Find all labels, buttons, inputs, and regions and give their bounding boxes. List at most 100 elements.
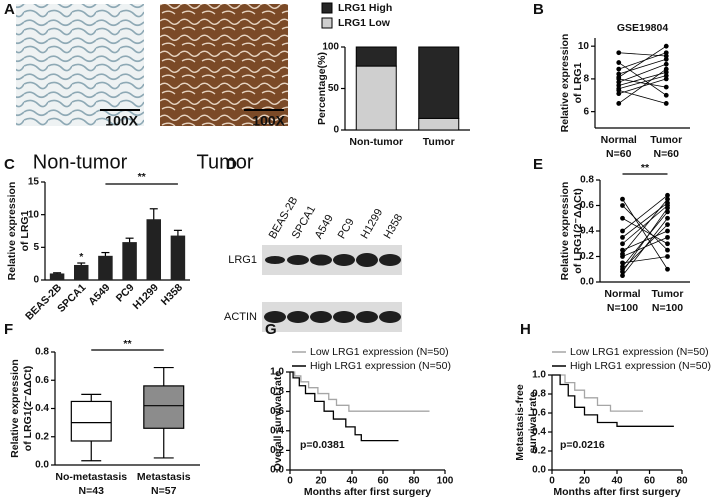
point — [663, 61, 669, 67]
x-axis-label: Months after first surgery — [304, 486, 431, 497]
point — [620, 251, 625, 257]
significance: ** — [138, 171, 147, 183]
pair-line — [618, 75, 667, 90]
y-tick-label: 0.4 — [580, 226, 594, 237]
y-tick-label: 0 — [333, 125, 339, 136]
x-tick-note: N=100 — [607, 302, 638, 314]
point — [616, 50, 622, 56]
point — [620, 260, 625, 266]
y-tick-label: 5 — [33, 242, 39, 253]
y-axis-label: Relative expression — [559, 34, 571, 133]
pair-line — [622, 207, 668, 273]
p-value: p=0.0381 — [300, 439, 345, 451]
point — [620, 264, 625, 270]
legend-label: Low LRG1 expression (N=50) — [310, 346, 449, 358]
pair-line — [618, 63, 667, 83]
pair-line — [622, 205, 668, 245]
y-tick-label: 100 — [322, 42, 339, 53]
y-tick-label: 0.2 — [532, 446, 546, 457]
pair-line — [622, 205, 668, 251]
point — [620, 215, 625, 221]
point — [663, 92, 669, 98]
point — [620, 247, 625, 253]
y-tick-label: 0.6 — [35, 375, 49, 386]
bar — [98, 255, 113, 280]
micrograph — [16, 4, 144, 126]
x-tick-label: Tumor — [650, 134, 682, 146]
row-label: LRG1 — [228, 254, 257, 266]
x-tick-label: 60 — [644, 476, 656, 487]
survival-curve — [290, 371, 430, 412]
y-axis-label: of LRG1(2⁻ΔΔCt) — [572, 188, 584, 273]
micrograph — [160, 4, 288, 126]
panel-a-images: A 100X 100X Non-tumor Tumor — [4, 1, 288, 173]
point — [616, 66, 622, 72]
point — [620, 269, 625, 275]
x-tick-label: 80 — [676, 476, 688, 487]
y-axis-label: survival rate — [527, 391, 539, 453]
point — [620, 228, 625, 234]
bar — [122, 242, 137, 280]
point — [620, 196, 625, 202]
pair-line — [618, 68, 667, 104]
y-tick-label: 0.0 — [532, 465, 546, 476]
point — [663, 66, 669, 72]
point — [665, 215, 670, 221]
pair-line — [618, 58, 667, 75]
y-tick-label: 0.2 — [580, 251, 594, 262]
x-tick-label: Metastasis — [137, 471, 191, 483]
y-axis-label: Relative expression — [6, 182, 18, 281]
pair-line — [618, 78, 667, 88]
point — [616, 83, 622, 88]
y-tick-label: 0.4 — [532, 427, 546, 438]
legend-swatch — [321, 2, 333, 14]
pair-line — [622, 198, 668, 255]
x-tick-note: N=43 — [79, 485, 105, 497]
x-tick-label: 0 — [549, 476, 555, 487]
legend-label: Low LRG1 expression (N=50) — [570, 346, 709, 358]
point — [665, 266, 670, 272]
pair-line — [622, 198, 668, 270]
panel-letter: F — [4, 321, 13, 338]
point — [616, 60, 622, 65]
point — [665, 192, 670, 198]
legend-label: High LRG1 expression (N=50) — [310, 360, 451, 372]
box — [143, 385, 185, 429]
point — [620, 273, 625, 279]
x-tick-note: N=57 — [151, 485, 177, 497]
panel-letter: B — [533, 1, 544, 18]
point — [620, 241, 625, 247]
point — [616, 87, 622, 93]
significance: ** — [641, 162, 650, 174]
y-tick-label: 10 — [578, 41, 590, 52]
p-value: p=0.0216 — [560, 439, 605, 451]
image-label: Tumor — [196, 151, 253, 173]
pair-line — [622, 218, 668, 276]
y-tick-label: 10 — [28, 209, 40, 220]
x-tick-label: H1299 — [130, 281, 160, 311]
legend-label: LRG1 High — [338, 2, 392, 14]
x-tick-label: No-metastasis — [55, 471, 127, 483]
pair-line — [618, 52, 667, 57]
image-label: Non-tumor — [33, 151, 128, 173]
significance: ** — [123, 338, 132, 350]
bar-segment — [418, 117, 460, 131]
y-axis-label: of LRG1(2⁻ΔΔCt) — [22, 366, 34, 451]
legend-label: LRG1 Low — [338, 17, 391, 29]
pair-line — [618, 45, 667, 78]
x-tick-label: 40 — [611, 476, 623, 487]
point — [620, 234, 625, 240]
survival-curve — [552, 374, 643, 412]
bar-segment — [355, 65, 397, 131]
point — [663, 84, 669, 90]
point — [665, 222, 670, 228]
x-tick-note: N=60 — [606, 148, 632, 160]
panel-letter: A — [4, 1, 15, 18]
point — [665, 200, 670, 206]
y-tick-label: 0.0 — [35, 460, 49, 471]
survival-curve — [290, 371, 399, 442]
y-tick-label: 0.0 — [580, 277, 594, 288]
y-axis-label: Relative expression — [9, 359, 21, 458]
pair-line — [618, 89, 667, 104]
y-tick-label: 0.2 — [35, 431, 49, 442]
